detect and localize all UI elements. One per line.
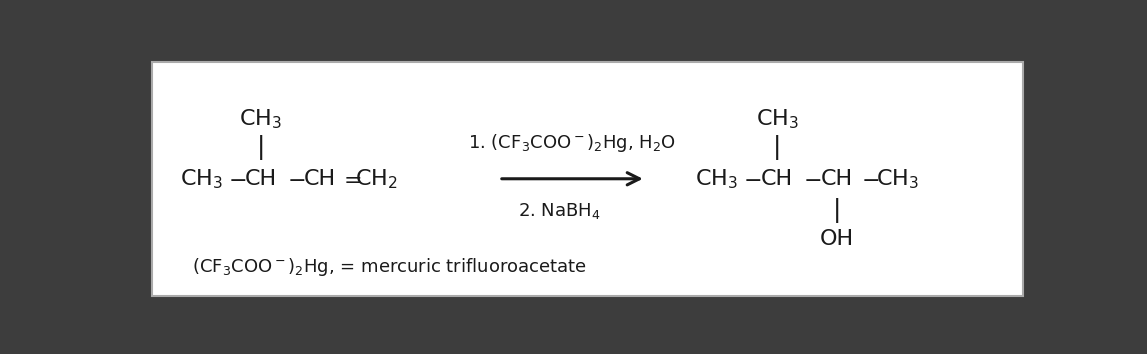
Text: CH$_3$: CH$_3$ [240, 107, 282, 131]
Text: |: | [773, 135, 781, 160]
Text: CH: CH [304, 169, 336, 189]
Text: $-$: $-$ [861, 169, 880, 189]
Text: CH$_3$: CH$_3$ [180, 167, 223, 190]
Text: CH: CH [244, 169, 276, 189]
Text: $-$: $-$ [287, 169, 305, 189]
Text: $-$: $-$ [227, 169, 245, 189]
Text: $-$: $-$ [743, 169, 762, 189]
Text: 1. (CF$_3$COO$^-$)$_2$Hg, H$_2$O: 1. (CF$_3$COO$^-$)$_2$Hg, H$_2$O [468, 132, 677, 154]
Text: CH: CH [762, 169, 794, 189]
Text: CH$_3$: CH$_3$ [875, 167, 919, 190]
Text: 2. NaBH$_4$: 2. NaBH$_4$ [517, 201, 600, 222]
Text: CH$_3$: CH$_3$ [695, 167, 739, 190]
FancyBboxPatch shape [153, 62, 1023, 296]
Text: CH$_3$: CH$_3$ [756, 107, 798, 131]
Text: $=$: $=$ [340, 169, 361, 189]
Text: |: | [833, 198, 841, 223]
Text: $-$: $-$ [803, 169, 821, 189]
Text: OH: OH [820, 229, 853, 249]
Text: (CF$_3$COO$^-$)$_2$Hg, = mercuric trifluoroacetate: (CF$_3$COO$^-$)$_2$Hg, = mercuric triflu… [193, 256, 587, 278]
Text: CH: CH [820, 169, 853, 189]
Text: |: | [257, 135, 265, 160]
Text: CH$_2$: CH$_2$ [354, 167, 398, 190]
